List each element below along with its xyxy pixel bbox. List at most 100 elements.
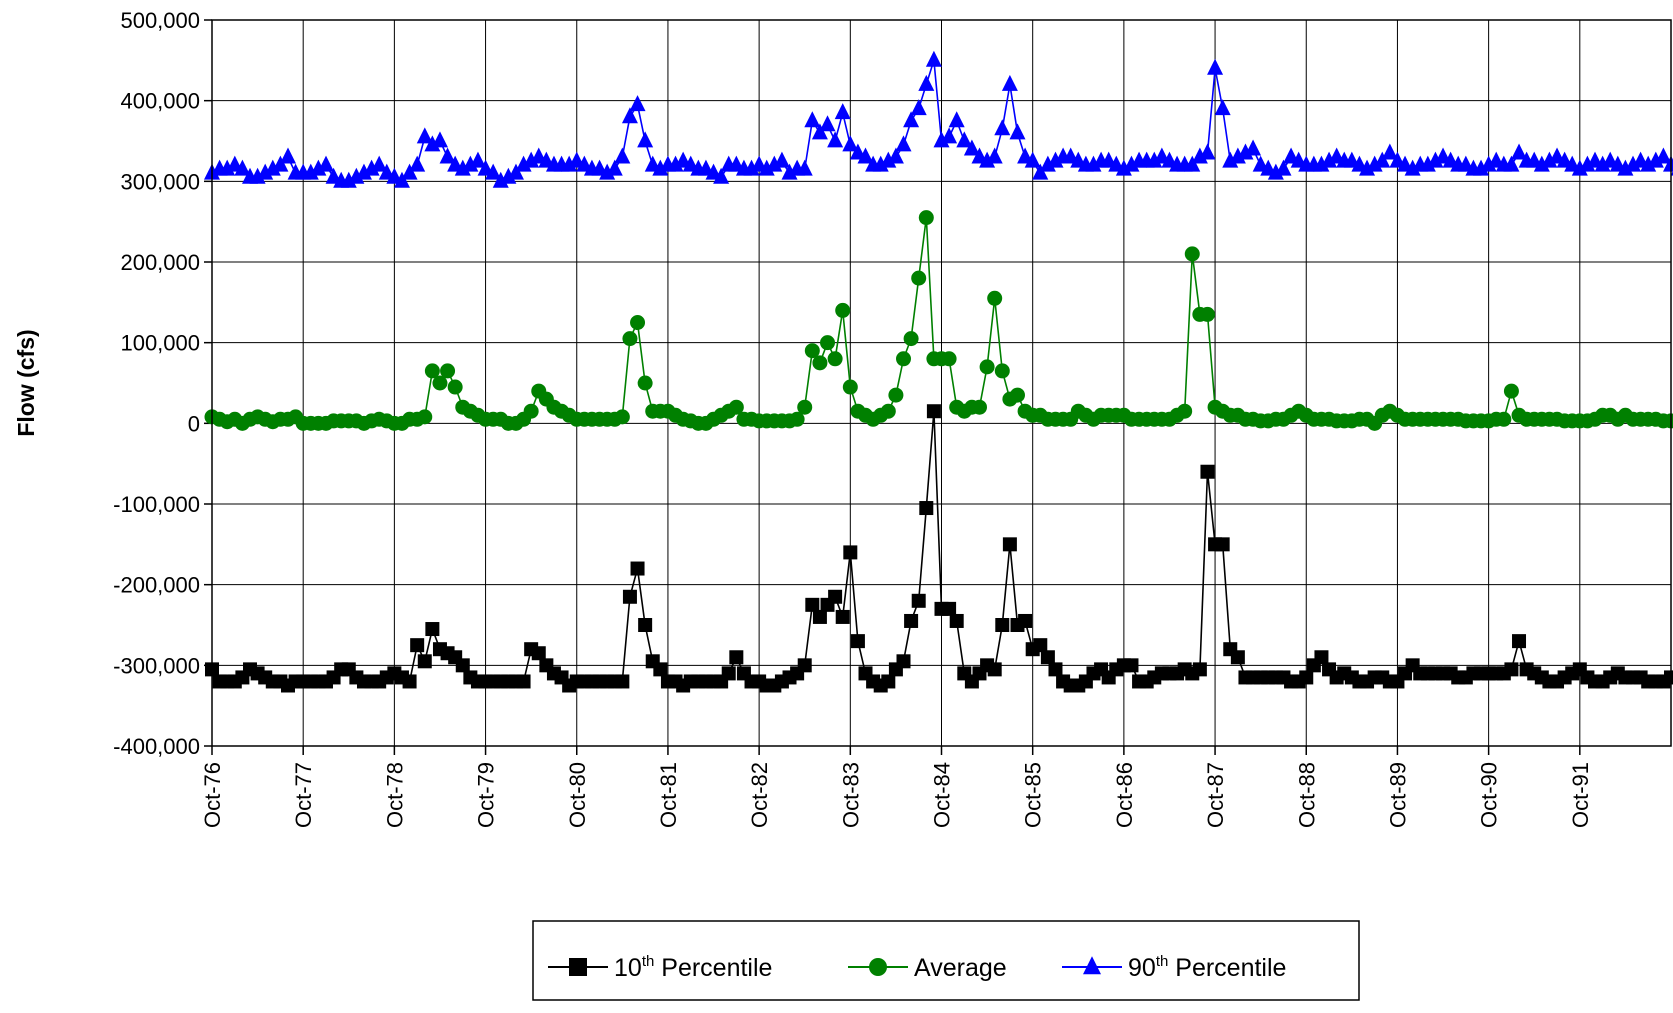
x-tick-label: Oct-79 [474,762,499,828]
data-point [994,363,1010,379]
legend-marker [869,958,887,976]
data-point [417,409,433,425]
legend: 10th Percentile Average 90th Percentile [532,920,1360,1001]
data-point [1625,155,1642,172]
data-point [1237,143,1254,160]
x-axis-ticks: Oct-76 Oct-77 Oct-78 Oct-79 Oct-80 Oct-81 Oct-… [200,746,1593,828]
grid-lines [212,19,1671,747]
data-point [1222,151,1239,168]
data-point [842,379,858,395]
series-1 [204,210,1673,431]
data-point [1299,670,1314,685]
data-point [781,163,798,180]
y-tick-label: 500,000 [120,8,200,33]
data-point [949,613,964,628]
data-point [417,654,432,669]
data-point [1313,155,1330,172]
data-point [1048,662,1063,677]
data-point [279,147,296,164]
data-point [1640,155,1657,172]
data-point [1359,159,1376,176]
data-point [933,131,950,148]
series-line [211,411,1673,687]
data-point [1207,58,1224,75]
data-point [409,155,426,172]
data-point [355,163,372,180]
y-tick-label: 300,000 [120,169,200,194]
data-point [340,171,357,188]
data-point [424,363,440,379]
data-point [896,654,911,669]
data-point [1511,143,1528,160]
data-point [317,155,334,172]
legend-entry: Average [848,954,1007,982]
data-point [614,409,630,425]
data-point [1473,159,1490,176]
data-point [979,359,995,375]
data-point [1018,613,1033,628]
data-point [1184,155,1201,172]
data-point [872,155,889,172]
x-tick-label: Oct-86 [1112,762,1137,828]
data-point [918,210,934,226]
data-point [455,658,470,673]
data-point [1001,74,1018,91]
data-point [447,379,463,395]
data-point [1533,155,1550,172]
data-point [1177,403,1193,419]
data-point [1039,155,1056,172]
data-point [1314,650,1329,665]
data-point [637,131,654,148]
data-point [812,355,828,371]
data-point [804,111,821,128]
data-point [440,363,456,379]
data-point [1617,159,1634,176]
data-point [523,403,539,419]
data-point [1200,464,1215,479]
data-point [485,163,502,180]
data-point [1230,650,1245,665]
data-point [1123,155,1140,172]
data-point [653,662,668,677]
data-point [531,646,546,661]
y-tick-label: -200,000 [113,573,200,598]
data-point [1199,306,1215,322]
y-tick-label: -100,000 [113,492,200,517]
data-point [1192,662,1207,677]
data-point [789,411,805,427]
data-point [941,127,958,144]
data-point [963,139,980,156]
data-point [1594,155,1611,172]
data-point [630,315,646,330]
data-point [1419,155,1436,172]
data-point [987,290,1003,306]
data-point [857,147,874,164]
data-point [843,545,858,560]
data-point [500,167,517,184]
x-tick-label: Oct-78 [382,762,407,828]
y-tick-label: 100,000 [120,331,200,356]
data-point [410,638,425,653]
data-point [1504,662,1519,677]
data-point [827,131,844,148]
data-point [948,111,965,128]
data-point [1009,123,1026,140]
plot-frame [211,19,1672,747]
data-point [363,159,380,176]
data-point [819,115,836,132]
data-point [1124,658,1139,673]
data-point [895,135,912,152]
data-point [621,107,638,124]
data-point [302,163,319,180]
legend-entry: 90th Percentile [1062,953,1286,982]
data-point [1670,170,1673,176]
data-point [812,609,827,624]
data-point [887,147,904,164]
data-point [941,351,957,367]
data-point [713,167,730,184]
data-point [1647,151,1664,168]
x-tick-label: Oct-89 [1385,762,1410,828]
data-point [454,159,471,176]
x-tick-label: Oct-91 [1568,762,1593,828]
